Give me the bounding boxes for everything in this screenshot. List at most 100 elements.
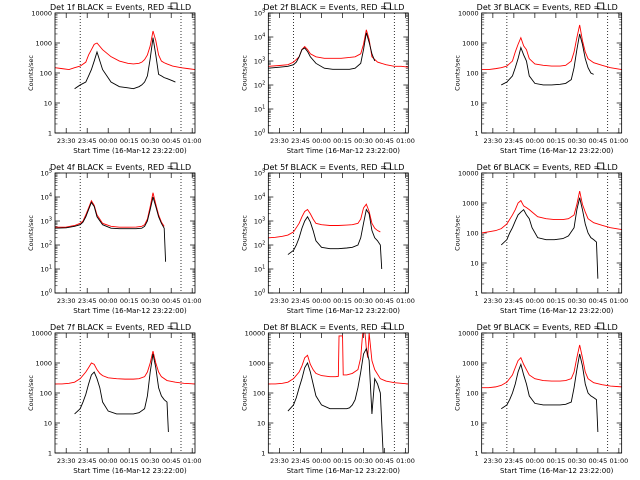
y-tick-label: 1000	[35, 360, 52, 368]
x-tick-label: 23:45	[78, 457, 97, 465]
x-tick-label: 00:15	[333, 137, 352, 145]
y-tick-label: 104	[41, 193, 52, 202]
x-tick-label: 23:45	[291, 137, 310, 145]
y-axis-label: Counts/sec	[27, 375, 35, 411]
series-lld-line	[481, 190, 622, 234]
x-axis-label: Start Time (16-Mar-12 23:22:00)	[287, 307, 401, 315]
plot-frame	[54, 172, 196, 294]
y-tick-label: 1000	[249, 360, 266, 368]
y-tick-label: 101	[254, 265, 265, 274]
series-events-line	[501, 33, 594, 86]
y-tick-label: 100	[41, 289, 52, 298]
x-tick-label: 00:15	[333, 457, 352, 465]
chart-panel-8: Det 8f BLACK = Events, RED = LLD Counts/s…	[240, 322, 415, 475]
x-tick-label: 00:45	[375, 457, 394, 465]
x-tick-label: 00:15	[120, 137, 139, 145]
plot-frame	[54, 332, 196, 454]
y-tick-label: 1	[475, 290, 479, 298]
series-events-line	[74, 353, 169, 433]
y-tick-label: 1	[475, 130, 479, 138]
x-axis-label: Start Time (16-Mar-12 23:22:00)	[73, 307, 187, 315]
series-lld-line	[268, 29, 409, 68]
y-tick-label: 103	[254, 217, 265, 226]
x-tick-label: 00:00	[312, 297, 331, 305]
x-tick-label: 00:15	[546, 457, 565, 465]
series-lld-line	[481, 344, 622, 389]
x-axis-label: Start Time (16-Mar-12 23:22:00)	[500, 307, 614, 315]
y-tick-label: 10	[470, 260, 478, 268]
chart-panel-7: Det 7f BLACK = Events, RED = LLD Counts/s…	[27, 322, 202, 475]
chart-title: Det 6f BLACK = Events, RED = LLD	[477, 163, 618, 172]
series-lld-line	[481, 24, 622, 71]
y-tick-label: 1000	[462, 40, 479, 48]
series-lld-line	[268, 332, 409, 385]
y-axis-label: Counts/sec	[27, 215, 35, 251]
series-lld-line	[54, 30, 196, 71]
x-axis-label: Start Time (16-Mar-12 23:22:00)	[500, 147, 614, 155]
x-tick-label: 23:30	[483, 457, 502, 465]
y-tick-label: 102	[254, 241, 265, 250]
plot-frame	[267, 332, 409, 454]
x-tick-label: 00:15	[120, 297, 139, 305]
y-tick-label: 102	[41, 241, 52, 250]
plot-frame	[267, 172, 409, 294]
chart-panel-9: Det 9f BLACK = Events, RED = LLD Counts/s…	[454, 322, 628, 475]
x-axis-label: Start Time (16-Mar-12 23:22:00)	[287, 147, 401, 155]
y-tick-label: 105	[41, 169, 52, 178]
y-tick-label: 1	[475, 450, 479, 458]
chart-panel-5: Det 5f BLACK = Events, RED = LLD Counts/s…	[240, 162, 415, 315]
x-tick-label: 00:00	[525, 297, 544, 305]
series-events-line	[501, 353, 599, 433]
x-tick-label: 23:30	[57, 457, 76, 465]
x-axis-label: Start Time (16-Mar-12 23:22:00)	[287, 467, 401, 475]
y-tick-label: 105	[254, 9, 265, 18]
chart-panel-4: Det 4f BLACK = Events, RED = LLD Counts/s…	[27, 162, 202, 315]
x-tick-label: 01:00	[183, 137, 202, 145]
x-tick-label: 00:30	[141, 457, 160, 465]
y-axis-label: Counts/sec	[454, 215, 462, 251]
x-tick-label: 00:15	[546, 297, 565, 305]
chart-title: Det 8f BLACK = Events, RED = LLD	[263, 323, 404, 332]
x-tick-label: 23:30	[483, 137, 502, 145]
y-tick-label: 10	[44, 420, 52, 428]
chart-panel-1: Det 1f BLACK = Events, RED = LLD Counts/s…	[27, 2, 202, 155]
legend-box	[597, 2, 605, 10]
y-tick-label: 104	[254, 193, 265, 202]
y-tick-label: 10	[44, 100, 52, 108]
x-tick-label: 00:00	[99, 297, 118, 305]
x-tick-label: 00:45	[588, 457, 607, 465]
chart-title: Det 7f BLACK = Events, RED = LLD	[50, 323, 191, 332]
series-events-line	[54, 196, 167, 262]
x-tick-label: 00:15	[546, 137, 565, 145]
y-tick-label: 100	[254, 289, 265, 298]
x-tick-label: 01:00	[396, 457, 415, 465]
x-tick-label: 23:45	[78, 297, 97, 305]
x-tick-label: 00:45	[588, 297, 607, 305]
y-tick-label: 10000	[31, 10, 52, 18]
y-tick-label: 10000	[458, 170, 479, 178]
legend-box	[597, 162, 605, 170]
y-tick-label: 102	[254, 81, 265, 90]
x-tick-label: 01:00	[183, 457, 202, 465]
x-tick-label: 00:15	[333, 297, 352, 305]
y-tick-label: 104	[254, 33, 265, 42]
legend-box	[597, 322, 605, 330]
chart-panel-3: Det 3f BLACK = Events, RED = LLD Counts/s…	[454, 2, 628, 155]
y-tick-label: 10000	[245, 330, 266, 338]
y-tick-label: 100	[40, 70, 52, 78]
plot-frame	[481, 172, 623, 294]
plot-frame	[54, 12, 196, 134]
chart-title: Det 9f BLACK = Events, RED = LLD	[477, 323, 618, 332]
chart-title: Det 3f BLACK = Events, RED = LLD	[477, 3, 618, 12]
x-tick-label: 23:30	[57, 297, 76, 305]
y-axis-label: Counts/sec	[454, 55, 462, 91]
x-tick-label: 01:00	[609, 457, 628, 465]
x-tick-label: 01:00	[609, 297, 628, 305]
x-tick-label: 00:30	[354, 457, 373, 465]
y-tick-label: 100	[253, 390, 265, 398]
series-events-line	[287, 208, 383, 270]
x-tick-label: 00:30	[567, 137, 586, 145]
x-tick-label: 00:00	[99, 137, 118, 145]
y-tick-label: 100	[40, 390, 52, 398]
x-tick-label: 00:30	[567, 297, 586, 305]
